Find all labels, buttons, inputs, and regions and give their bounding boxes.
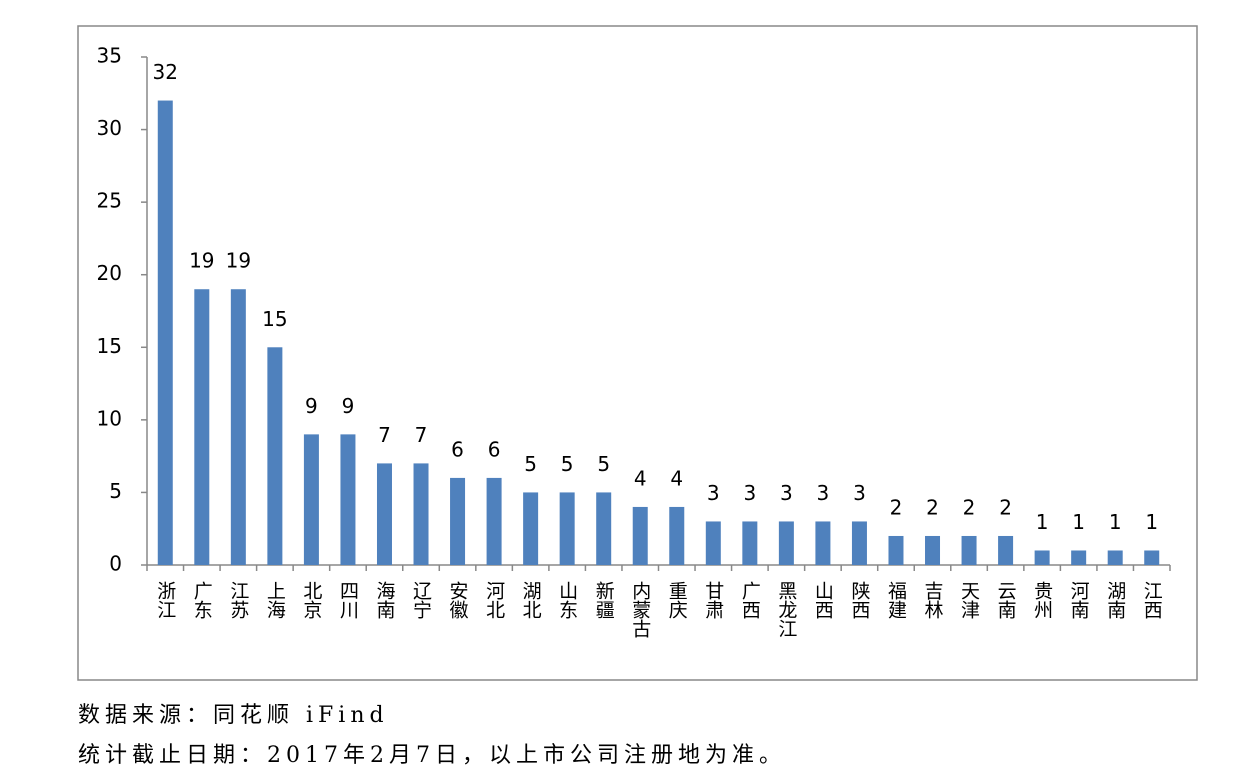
x-tick-label: 山东 bbox=[556, 581, 578, 619]
x-tick-label: 吉林 bbox=[922, 581, 944, 619]
bar bbox=[1107, 550, 1123, 565]
bar bbox=[961, 535, 977, 565]
bar bbox=[815, 521, 831, 565]
x-tick-label: 江苏 bbox=[227, 581, 249, 619]
x-tick-label: 广东 bbox=[191, 581, 213, 619]
data-label: 5 bbox=[524, 452, 537, 476]
data-label: 3 bbox=[780, 481, 793, 505]
bar bbox=[194, 289, 210, 565]
bar bbox=[523, 492, 539, 565]
x-tick-label: 河南 bbox=[1068, 581, 1090, 619]
data-label: 19 bbox=[226, 249, 251, 273]
y-tick-label: 0 bbox=[109, 552, 122, 576]
data-label: 3 bbox=[853, 481, 866, 505]
data-label: 2 bbox=[890, 495, 903, 519]
x-tick-label: 重庆 bbox=[666, 581, 688, 619]
y-tick-label: 30 bbox=[97, 116, 122, 140]
data-label: 7 bbox=[378, 423, 391, 447]
data-label: 19 bbox=[189, 249, 214, 273]
x-tick-label: 湖北 bbox=[520, 581, 542, 619]
bar bbox=[303, 434, 319, 565]
x-tick-label: 安徽 bbox=[447, 581, 469, 619]
x-tick-label: 四川 bbox=[337, 581, 359, 619]
date-note: 统计截止日期：2017年2月7日，以上市公司注册地为准。 bbox=[78, 743, 786, 768]
x-tick-label: 北京 bbox=[300, 581, 322, 620]
x-tick-label: 广西 bbox=[739, 581, 761, 619]
y-tick-label: 10 bbox=[97, 406, 122, 430]
bar bbox=[778, 521, 794, 565]
data-label: 6 bbox=[488, 437, 501, 461]
x-tick-label: 黑龙江 bbox=[775, 581, 797, 638]
bar bbox=[559, 492, 575, 565]
x-tick-label: 新疆 bbox=[593, 581, 615, 619]
y-tick-label: 20 bbox=[97, 261, 122, 285]
source-note: 数据来源：同花顺 iFind bbox=[78, 703, 389, 728]
data-label: 2 bbox=[963, 495, 976, 519]
data-label: 15 bbox=[262, 307, 287, 331]
x-tick-label: 江西 bbox=[1141, 581, 1163, 619]
data-label: 3 bbox=[817, 481, 830, 505]
data-label: 5 bbox=[561, 452, 574, 476]
data-label: 5 bbox=[597, 452, 610, 476]
x-tick-label: 内蒙古 bbox=[629, 581, 651, 638]
bar bbox=[486, 477, 502, 565]
x-tick-label: 福建 bbox=[885, 581, 907, 619]
y-tick-label: 5 bbox=[109, 479, 122, 503]
bar bbox=[632, 506, 648, 565]
data-label: 6 bbox=[451, 437, 464, 461]
x-tick-label: 海南 bbox=[373, 581, 395, 619]
x-tick-label: 浙江 bbox=[154, 581, 176, 619]
data-label: 2 bbox=[926, 495, 939, 519]
bar bbox=[267, 347, 283, 565]
bar bbox=[1034, 550, 1050, 565]
bar bbox=[340, 434, 356, 565]
chart-frame bbox=[77, 25, 1198, 681]
x-tick-label: 河北 bbox=[483, 581, 505, 619]
x-tick-label: 陕西 bbox=[848, 581, 870, 619]
x-tick-label: 山西 bbox=[812, 581, 834, 619]
bar bbox=[450, 477, 466, 565]
bar bbox=[851, 521, 867, 565]
data-label: 1 bbox=[1109, 510, 1122, 534]
data-label: 7 bbox=[415, 423, 428, 447]
bar bbox=[376, 463, 392, 565]
bar bbox=[1071, 550, 1087, 565]
data-label: 3 bbox=[743, 481, 756, 505]
x-tick-label: 甘肃 bbox=[702, 581, 724, 619]
bar bbox=[157, 100, 173, 566]
y-tick-label: 35 bbox=[97, 44, 122, 68]
data-label: 4 bbox=[634, 466, 647, 490]
x-tick-label: 云南 bbox=[995, 581, 1017, 619]
bar bbox=[742, 521, 758, 565]
bar bbox=[705, 521, 721, 565]
x-tick-label: 上海 bbox=[264, 581, 286, 619]
data-label: 9 bbox=[342, 394, 355, 418]
bar bbox=[230, 289, 246, 565]
bar bbox=[998, 535, 1014, 565]
y-tick-label: 15 bbox=[97, 334, 122, 358]
data-label: 2 bbox=[999, 495, 1012, 519]
data-label: 9 bbox=[305, 394, 318, 418]
bar bbox=[888, 535, 904, 565]
x-tick-label: 湖南 bbox=[1104, 581, 1126, 619]
data-label: 4 bbox=[670, 466, 683, 490]
bar bbox=[596, 492, 612, 565]
data-label: 1 bbox=[1036, 510, 1049, 534]
x-tick-label: 天津 bbox=[958, 581, 980, 619]
x-tick-label: 辽宁 bbox=[410, 581, 432, 619]
bar bbox=[1144, 550, 1160, 565]
bar bbox=[413, 463, 429, 565]
x-tick-label: 贵州 bbox=[1031, 581, 1053, 619]
y-tick-label: 25 bbox=[97, 189, 122, 213]
data-label: 3 bbox=[707, 481, 720, 505]
data-label: 1 bbox=[1072, 510, 1085, 534]
data-label: 1 bbox=[1145, 510, 1158, 534]
bar bbox=[669, 506, 685, 565]
data-label: 32 bbox=[153, 60, 178, 84]
bar bbox=[925, 535, 941, 565]
